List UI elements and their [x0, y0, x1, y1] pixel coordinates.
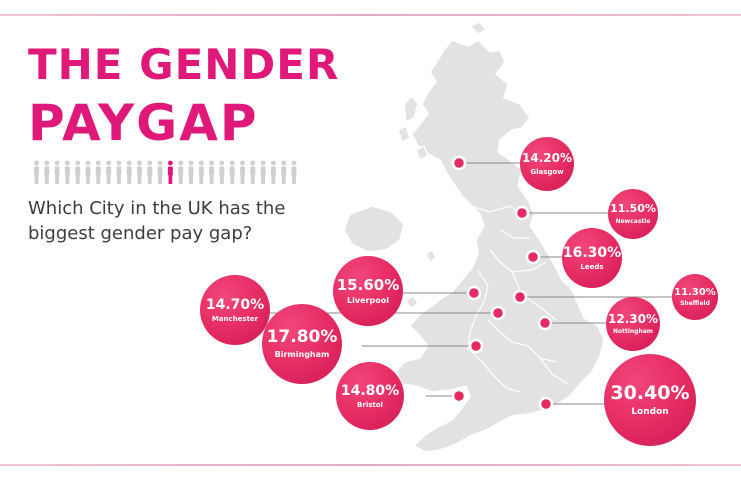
bubble-city: Nottingham — [612, 328, 654, 336]
person-icon — [54, 160, 60, 184]
title-line-1: THE GENDER — [28, 40, 340, 89]
bubble-value: 15.60% — [336, 275, 400, 294]
person-icon — [188, 160, 194, 184]
bubble-city: Manchester — [211, 314, 259, 323]
person-icon — [157, 160, 163, 184]
bubble-value: 17.80% — [266, 327, 338, 348]
great-britain-landmass — [343, 21, 605, 453]
bubble-city: Bristol — [357, 400, 383, 409]
person-icon — [75, 160, 81, 184]
marker-newcastle — [514, 205, 530, 221]
bubble-value: 11.50% — [610, 202, 656, 216]
person-icon — [34, 160, 39, 184]
people-pictogram-row — [34, 160, 297, 184]
person-icon — [219, 160, 225, 184]
bubble-city: Glasgow — [530, 167, 564, 176]
person-icon — [116, 160, 122, 184]
bubble-city: Sheffield — [680, 300, 710, 308]
marker-nottingham — [537, 315, 553, 331]
person-icon — [229, 160, 235, 184]
person-icon — [64, 160, 70, 184]
person-icon — [178, 160, 184, 184]
bottom-rule — [0, 464, 741, 466]
bubble-sheffield: 11.30% Sheffield — [672, 274, 718, 320]
person-icon — [209, 160, 215, 184]
bubble-glasgow: 14.20% Glasgow — [520, 137, 574, 191]
marker-london — [538, 396, 554, 412]
region-boundaries — [467, 205, 569, 393]
person-icon — [85, 160, 91, 184]
person-icon — [106, 160, 112, 184]
bubble-bristol: 14.80% Bristol — [336, 362, 404, 430]
bubble-manchester: 14.70% Manchester — [200, 275, 270, 345]
bubble-birmingham: 17.80% Birmingham — [262, 304, 342, 384]
bubble-city: London — [631, 406, 669, 417]
bubble-nottingham: 12.30% Nottingham — [606, 297, 660, 351]
bubble-value: 30.40% — [610, 381, 690, 404]
question-text: Which City in the UK has the biggest gen… — [28, 198, 286, 244]
bubble-liverpool: 15.60% Liverpool — [333, 256, 403, 326]
person-icon — [126, 160, 132, 184]
leader-lines — [264, 162, 672, 405]
marker-sheffield — [512, 289, 528, 305]
person-icon — [281, 160, 287, 184]
bubble-city: Leeds — [580, 262, 604, 271]
marker-leeds — [525, 249, 541, 265]
title-line-2: PAYGAP — [28, 94, 259, 152]
person-icon — [291, 160, 297, 184]
bubble-london: 30.40% London — [604, 354, 696, 446]
marker-bristol — [451, 388, 467, 404]
bubble-city: Liverpool — [347, 295, 389, 305]
top-rule — [0, 14, 741, 16]
bubble-value: 11.30% — [674, 286, 716, 298]
marker-manchester — [490, 305, 506, 321]
person-icon — [137, 160, 142, 184]
person-icon — [44, 160, 50, 184]
person-icon — [260, 160, 266, 184]
bubble-value: 14.80% — [340, 382, 400, 399]
marker-liverpool — [466, 285, 482, 301]
person-highlight-icon — [167, 160, 173, 184]
person-icon — [250, 160, 256, 184]
city-markers — [451, 155, 554, 412]
person-icon — [270, 160, 276, 184]
bubble-leeds: 16.30% Leeds — [562, 228, 622, 288]
bubble-newcastle: 11.50% Newcastle — [608, 189, 658, 239]
person-icon — [240, 160, 245, 184]
bubble-city: Newcastle — [615, 217, 651, 225]
bubble-value: 12.30% — [608, 311, 658, 326]
bubble-value: 14.20% — [522, 150, 572, 165]
bubble-value: 14.70% — [205, 296, 265, 313]
person-icon — [147, 160, 153, 184]
marker-glasgow — [451, 155, 467, 171]
person-icon — [95, 160, 101, 184]
marker-birmingham — [468, 338, 484, 354]
bubble-city: Birmingham — [274, 349, 330, 359]
person-icon — [198, 160, 204, 184]
bubble-value: 16.30% — [562, 244, 622, 261]
